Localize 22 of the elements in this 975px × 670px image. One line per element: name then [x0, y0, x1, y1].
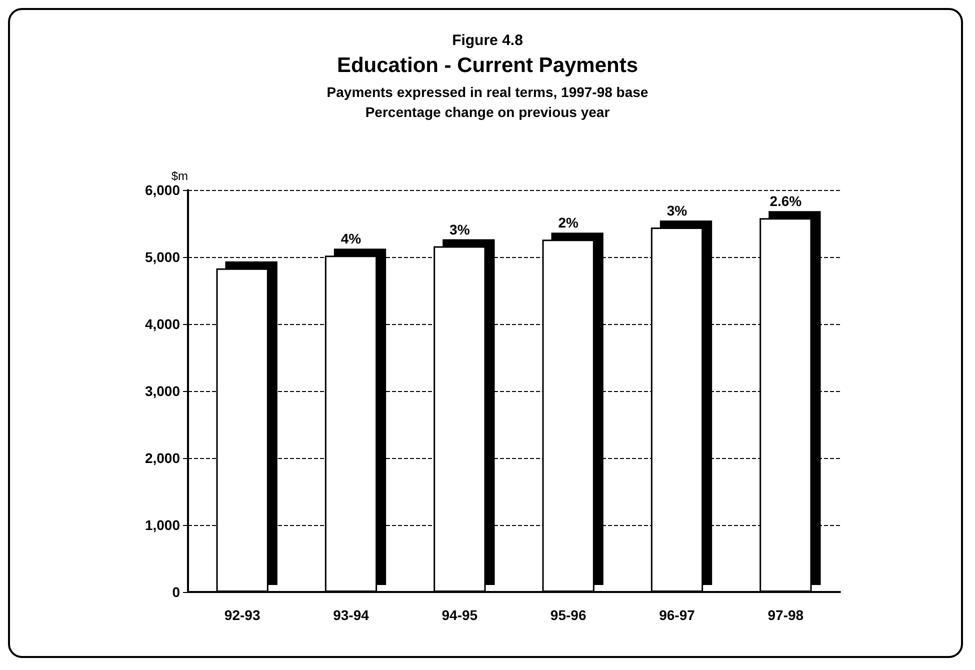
x-tick-label: 92-93	[224, 607, 260, 623]
annotation: 3%	[666, 202, 688, 219]
x-tick-label: 95-96	[550, 607, 586, 623]
y-tick-label: 5,000	[144, 249, 180, 265]
x-tick-label: 97-98	[768, 607, 804, 623]
y-tick-label: 1,000	[144, 517, 180, 533]
chart-subtitle: Payments expressed in real terms, 1997-98 base Percentage change on previous year	[326, 84, 648, 120]
x-tick-label: 94-95	[442, 607, 478, 623]
caption: Figure 4.8	[451, 32, 524, 49]
y-tick-label: 2,000	[144, 450, 180, 466]
y-tick-label: 3,000	[144, 383, 180, 399]
annotation: 4%	[340, 230, 362, 247]
y-tick-label: 0	[172, 584, 180, 600]
x-tick-label: 96-97	[659, 607, 696, 623]
y-axis-title: $m	[171, 169, 188, 183]
annotation: 2.6%	[770, 193, 802, 210]
annotation: 2%	[558, 214, 579, 231]
y-tick-label: 4,000	[144, 316, 180, 332]
annotation: 3%	[450, 221, 470, 238]
x-tick-label: 93-94	[333, 607, 370, 623]
chart-title: Education - Current Payments	[336, 54, 638, 77]
y-tick-label: 6,000	[144, 182, 180, 198]
